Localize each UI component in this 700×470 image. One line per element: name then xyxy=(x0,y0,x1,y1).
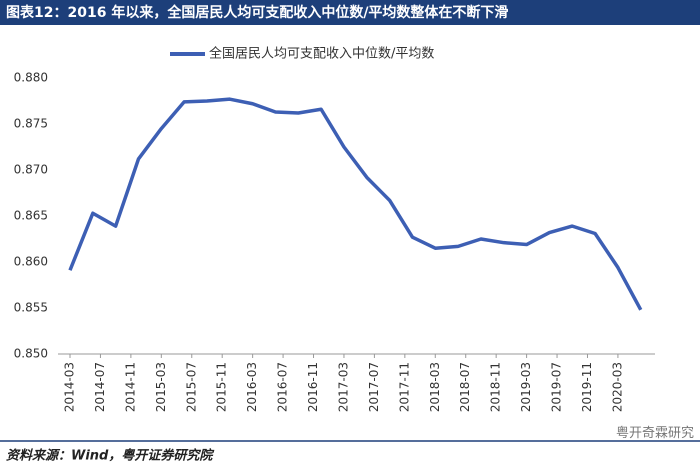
x-tick-label: 2017-07 xyxy=(367,362,381,412)
y-tick-label: 0.860 xyxy=(14,255,48,269)
x-tick-label: 2016-03 xyxy=(245,362,259,412)
y-tick-label: 0.865 xyxy=(14,209,48,223)
x-tick-label: 2015-11 xyxy=(215,362,229,412)
title-bar xyxy=(0,0,700,25)
y-tick-label: 0.870 xyxy=(14,163,48,177)
x-tick-label: 2015-03 xyxy=(154,362,168,412)
y-tick-label: 0.880 xyxy=(14,71,48,85)
y-tick-label: 0.855 xyxy=(14,301,48,315)
x-tick-label: 2014-11 xyxy=(123,362,137,412)
y-tick-label: 0.850 xyxy=(14,347,48,361)
chart-title: 图表12：2016 年以来，全国居民人均可支配收入中位数/平均数整体在不断下滑 xyxy=(6,4,508,21)
x-tick-label: 2019-11 xyxy=(580,362,594,412)
x-tick-label: 2018-07 xyxy=(458,362,472,412)
x-tick-label: 2017-03 xyxy=(336,362,350,412)
x-tick-label: 2016-07 xyxy=(276,362,290,412)
x-tick-label: 2019-07 xyxy=(550,362,564,412)
x-tick-label: 2016-11 xyxy=(306,362,320,412)
x-tick-label: 2014-03 xyxy=(63,362,77,412)
x-tick-label: 2014-07 xyxy=(93,362,107,412)
x-tick-label: 2017-11 xyxy=(397,362,411,412)
x-tick-label: 2018-11 xyxy=(489,362,503,412)
x-tick-label: 2019-03 xyxy=(519,362,533,412)
line-series xyxy=(68,97,643,311)
source: 资料来源：Wind，粤开证券研究院 xyxy=(6,448,215,464)
y-tick-label: 0.875 xyxy=(14,117,48,131)
x-tick-label: 2020-03 xyxy=(610,362,624,412)
x-tick-label: 2018-03 xyxy=(428,362,442,412)
x-tick-label: 2015-07 xyxy=(184,362,198,412)
watermark: 粤开奇霖研究 xyxy=(616,425,694,441)
legend-label: 全国居民人均可支配收入中位数/平均数 xyxy=(209,46,434,62)
